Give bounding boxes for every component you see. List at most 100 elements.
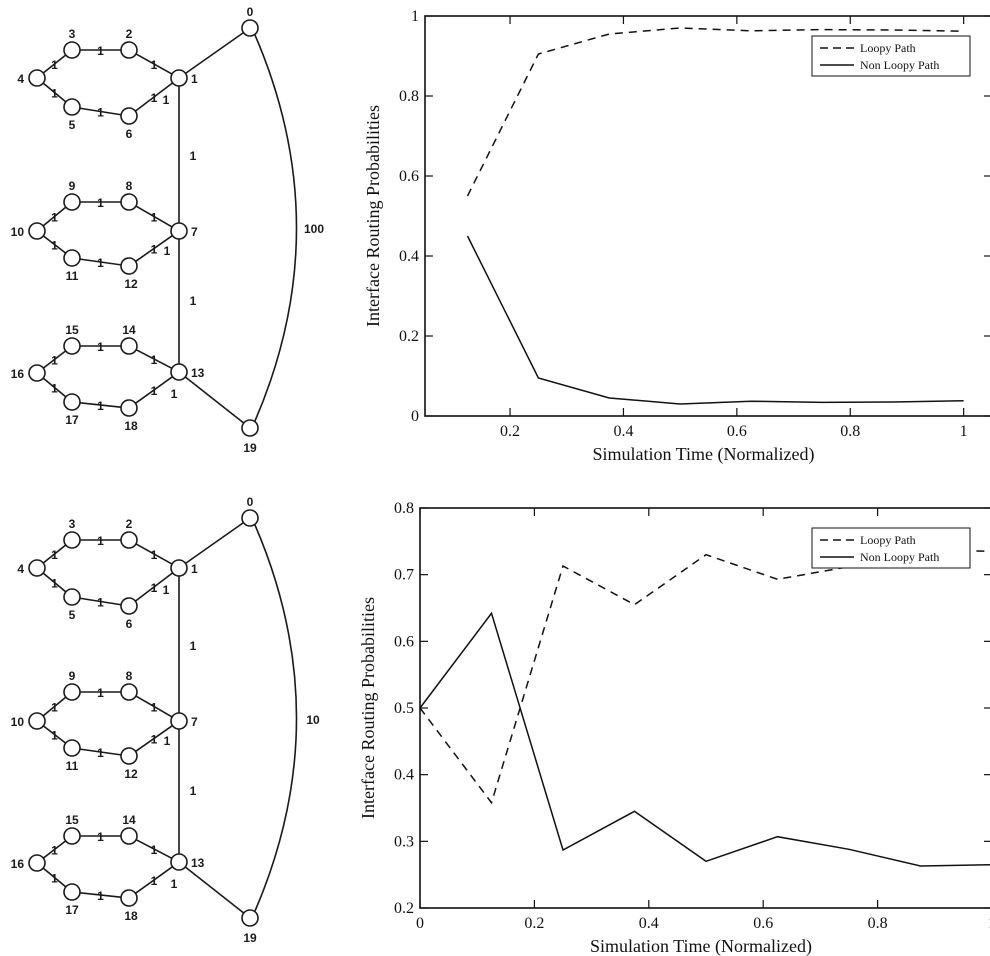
spine-edge-1-7-weight: 1 [190, 639, 197, 653]
node-label-14: 14 [122, 323, 136, 337]
ring-edge-weight: 1 [97, 830, 104, 844]
node-label-15: 15 [65, 813, 79, 827]
attach-weight-1: 1 [163, 93, 170, 107]
node-10 [28, 712, 46, 730]
node-0 [241, 19, 259, 37]
ring-edge [79, 402, 122, 408]
ring-edge [135, 866, 173, 894]
ring-edge [135, 348, 173, 370]
node-5 [63, 588, 81, 606]
ring-edge [135, 543, 173, 565]
y-axis-label: Interface Routing Probabilities [363, 105, 383, 327]
edge-1-0 [185, 31, 244, 75]
node-label-10: 10 [11, 225, 25, 239]
edge-13-19 [184, 376, 245, 424]
x-tick-label: 0.8 [840, 423, 860, 440]
node-label-13: 13 [191, 366, 205, 380]
node-4 [28, 69, 46, 87]
node-0 [241, 509, 259, 527]
node-label-18: 18 [124, 419, 138, 433]
long-edge-0-19 [254, 524, 298, 912]
ring-edge [135, 205, 173, 228]
ring-edge-weight: 1 [151, 701, 158, 715]
node-11 [63, 739, 81, 757]
node-label-17: 17 [65, 903, 79, 917]
series-line-loopy [466, 27, 964, 197]
node-label-11: 11 [66, 269, 79, 283]
ring-edge [42, 840, 67, 859]
ring-edge-weight: 1 [151, 384, 158, 398]
y-tick-label: 0.5 [394, 700, 414, 717]
x-tick-label: 1 [988, 915, 990, 932]
ring-edge-weight: 1 [97, 686, 104, 700]
edge-1-0 [185, 521, 244, 565]
node-label-10: 10 [11, 715, 25, 729]
ring-edge-weight: 1 [97, 196, 104, 210]
y-tick-label: 0.6 [394, 633, 414, 650]
routing-probability-chart-top: 0.2 0.4 0.6 0.8 1 0 0.2 0.4 0.6 0.8 1 Simulation Ti… [363, 8, 990, 465]
x-tick-label: 0.2 [500, 423, 520, 440]
routing-probability-chart-bottom: 00.20.40.60.810.20.30.40.50.60.70.8Simul… [358, 500, 990, 956]
x-tick-label: 0.6 [727, 423, 747, 440]
node-8 [120, 683, 138, 701]
node-1 [170, 559, 188, 577]
attach-weight-7: 1 [164, 244, 171, 258]
x-tick-label: 1 [960, 423, 968, 440]
node-label-4: 4 [17, 72, 24, 86]
node-16 [28, 854, 46, 872]
ring-edge-weight: 1 [51, 354, 58, 368]
node-17 [63, 393, 81, 411]
series-line-loopy [419, 549, 990, 805]
node-label-9: 9 [69, 179, 76, 193]
ring-edge [42, 725, 67, 744]
node-label-1: 1 [191, 72, 198, 86]
node-label-7: 7 [191, 225, 198, 239]
legend-label: Non Loopy Path [860, 58, 939, 72]
y-tick-label: 0.3 [394, 833, 414, 850]
attach-weight-13: 1 [171, 387, 178, 401]
ring-edge [42, 235, 67, 254]
ring-edge-weight: 1 [97, 534, 104, 548]
node-label-11: 11 [66, 759, 79, 773]
node-label-8: 8 [126, 179, 133, 193]
ring-edge-weight: 1 [51, 87, 58, 101]
node-label-18: 18 [124, 909, 138, 923]
x-tick-label: 0.4 [639, 915, 659, 932]
node-17 [63, 883, 81, 901]
ring-edge [134, 572, 174, 602]
ring-edge-weight: 1 [97, 889, 104, 903]
ring-edge [42, 206, 67, 227]
ring-edge-weight: 1 [97, 44, 104, 58]
y-tick-label: 0.4 [399, 248, 419, 265]
node-7 [170, 712, 188, 730]
node-3 [63, 531, 81, 549]
y-tick-label: 0.7 [394, 567, 414, 584]
long-edge-weight: 100 [304, 222, 324, 236]
node-label-12: 12 [124, 277, 138, 291]
ring-edge [42, 696, 67, 717]
ring-edge-weight: 1 [151, 581, 158, 595]
spine-edge-7-13-weight: 1 [190, 784, 197, 798]
ring-edge-weight: 1 [151, 733, 158, 747]
node-label-3: 3 [69, 517, 76, 531]
ring-edge [79, 892, 122, 898]
ring-edge [42, 82, 67, 103]
spine-edge-1-7-weight: 1 [190, 149, 197, 163]
legend-box [811, 527, 971, 569]
ring-edge-weight: 1 [51, 701, 58, 715]
node-15 [63, 827, 81, 845]
node-label-2: 2 [126, 517, 133, 531]
node-12 [120, 747, 138, 765]
long-edge-0-19 [254, 34, 298, 422]
ring-edge [79, 597, 122, 606]
node-label-5: 5 [69, 118, 76, 132]
node-18 [120, 399, 138, 417]
node-2 [120, 41, 138, 59]
ring-edge-weight: 1 [51, 239, 58, 253]
ring-edge [42, 544, 67, 564]
node-12 [120, 257, 138, 275]
ring-edge-weight: 1 [151, 548, 158, 562]
node-13 [170, 853, 188, 871]
ring-edge-weight: 1 [97, 106, 104, 120]
y-tick-label: 0.6 [399, 168, 419, 185]
